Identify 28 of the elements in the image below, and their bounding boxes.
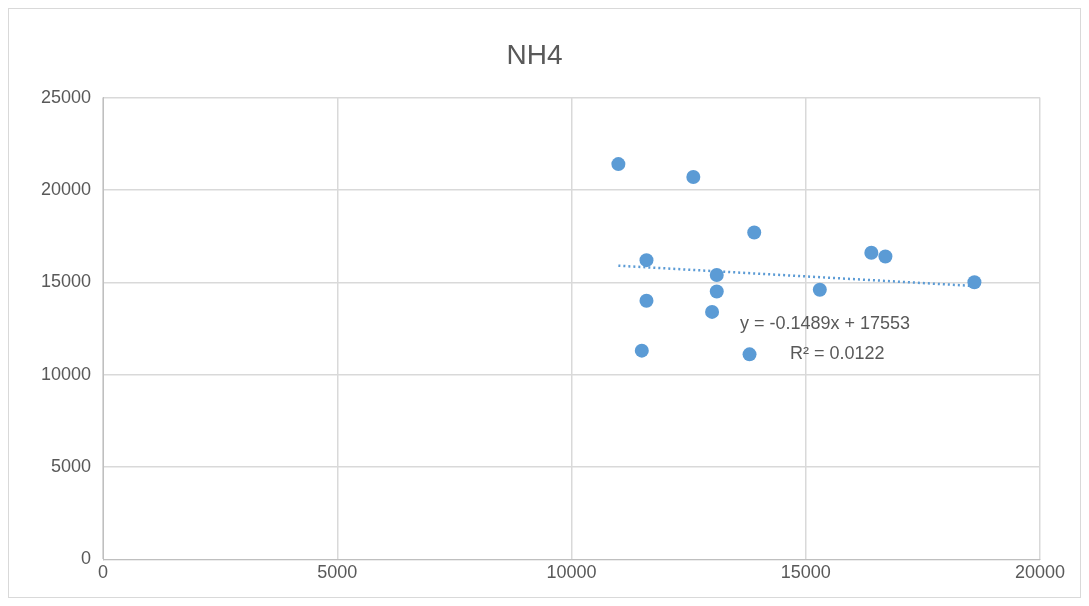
y-tick-label: 5000: [51, 456, 92, 477]
point: [709, 284, 724, 299]
y-tick-label: 20000: [40, 178, 92, 199]
annotation: y = -0.1489x + 17553: [740, 312, 911, 333]
annotation: R² = 0.0122: [790, 342, 885, 363]
chart-title: NH4: [506, 38, 563, 70]
point: [742, 347, 757, 362]
x-tick-label: 15000: [780, 562, 831, 583]
point: [967, 275, 982, 290]
y-tick-label: 10000: [40, 363, 92, 384]
point: [747, 225, 762, 240]
point: [634, 343, 649, 358]
point: [864, 245, 879, 260]
point: [639, 253, 654, 268]
point: [639, 293, 654, 308]
x-tick-label: 0: [98, 562, 109, 583]
y-tick-label: 0: [81, 548, 92, 569]
x-tick-label: 10000: [546, 562, 597, 583]
y-tick-label: 15000: [40, 271, 92, 292]
point: [709, 267, 724, 282]
point: [878, 249, 893, 264]
point: [611, 157, 626, 172]
x-tick-label: 5000: [317, 562, 358, 583]
point: [705, 304, 720, 319]
y-tick-label: 25000: [40, 86, 92, 107]
point: [686, 170, 701, 185]
x-tick-label: 20000: [1014, 562, 1066, 583]
point: [812, 282, 827, 297]
